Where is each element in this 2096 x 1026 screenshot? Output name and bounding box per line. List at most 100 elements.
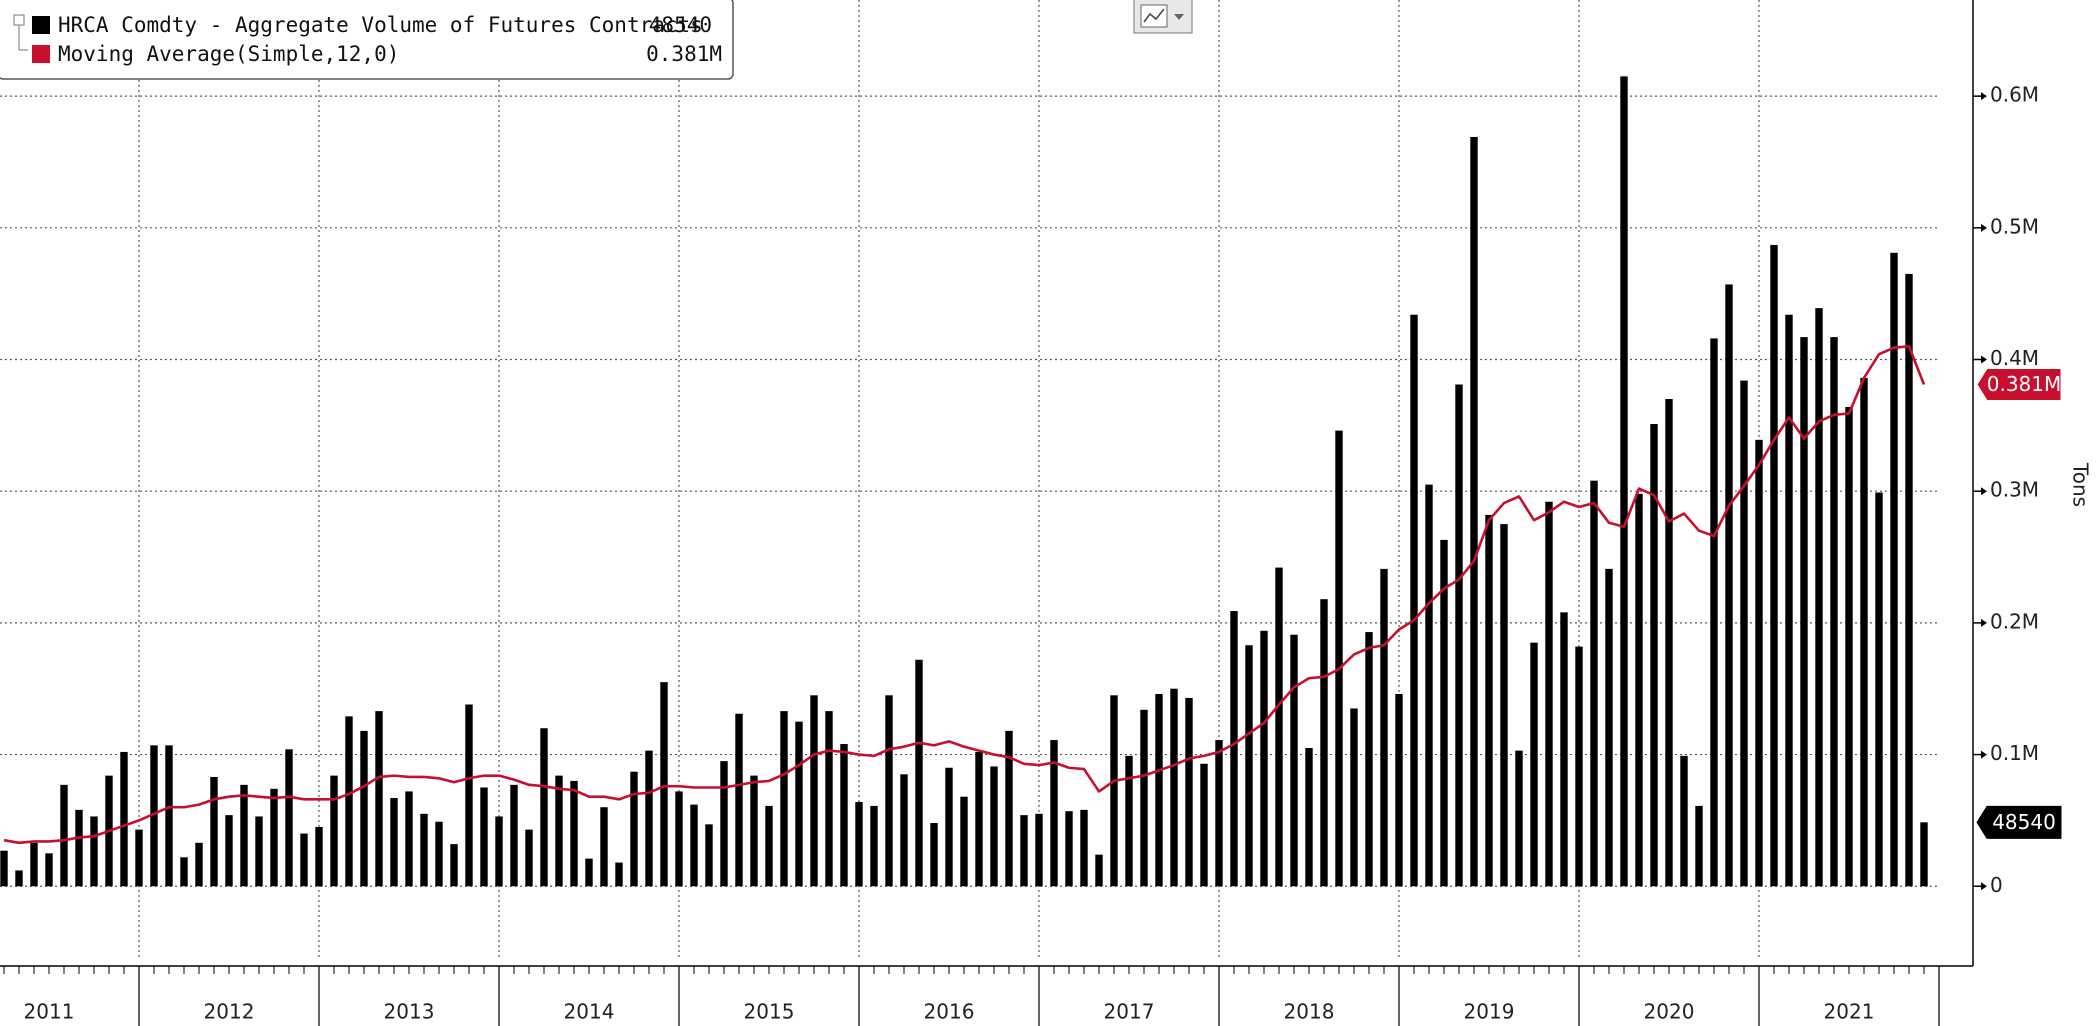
bar [270,788,278,887]
y-tick-label: 0.1M [1990,741,2039,765]
bar [1845,406,1853,887]
y-axis-label: Tons [2069,462,2093,507]
bar [660,682,668,887]
bar [390,798,398,887]
bar [1500,524,1508,887]
last-value-badge: 48540 [1976,805,2062,839]
bar [780,711,788,887]
bar [870,805,878,887]
bar [675,791,683,887]
bar [1575,646,1583,887]
bar [975,751,983,887]
bar [180,857,188,887]
y-tick-label: 0.5M [1990,214,2039,238]
x-tick-label: 2018 [1284,1000,1335,1024]
x-tick-label: 2015 [744,1000,795,1024]
bar [840,744,848,887]
bar [1005,730,1013,887]
bar [1125,755,1133,887]
y-tick-arrow [1981,355,1987,364]
bar [1185,697,1193,887]
x-tick-label: 2021 [1824,1000,1875,1024]
bar [1305,747,1313,887]
x-tick-label: 2013 [384,1000,435,1024]
x-tick-label: 2020 [1644,1000,1695,1024]
bar [240,784,248,887]
bar [885,695,893,887]
bar [435,821,443,887]
bar [210,776,218,887]
legend-swatch [32,45,50,63]
bar [1590,480,1598,887]
bar [1380,568,1388,887]
bar [1635,493,1643,887]
bar [1440,539,1448,887]
bar [1755,439,1763,887]
y-tick-label: 0.3M [1990,478,2039,502]
bar [900,774,908,887]
y-tick-arrow [1981,223,1987,232]
bar [120,751,128,887]
bar [1560,612,1568,887]
bar [1725,284,1733,887]
bar [1695,805,1703,887]
badge-shape [1976,368,2062,402]
bar [255,816,263,887]
bar [1260,630,1268,887]
x-tick-label: 2017 [1104,1000,1155,1024]
bar [1455,384,1463,887]
bar [300,833,308,887]
bar [405,791,413,887]
bar [345,716,353,887]
marks [0,76,1928,887]
legend-label: Moving Average(Simple,12,0) [58,42,399,66]
bar [1425,484,1433,887]
bar [1155,693,1163,887]
bar [60,784,68,887]
button-icon-line [1143,8,1165,23]
bar [600,807,608,887]
badge-label: 0.381M [1987,372,2062,396]
badge-shape [1976,805,2062,839]
bar [990,766,998,887]
y-tick-label: 0.6M [1990,83,2039,107]
bar [315,826,323,887]
bar [585,858,593,887]
bar [1680,755,1688,887]
bar [45,853,53,887]
bar [285,749,293,887]
bar [165,745,173,887]
bar [1095,854,1103,887]
bar [465,704,473,887]
y-tick-label: 0 [1990,873,2003,897]
bar [1650,424,1658,887]
bar [855,801,863,887]
bar [615,862,623,887]
bar [1020,815,1028,887]
legend-swatch [32,16,50,34]
bar [1785,314,1793,887]
bar [1740,380,1748,887]
bar [135,829,143,887]
chart-type-button[interactable] [1133,0,1193,34]
y-tick-arrow [1981,92,1987,101]
x-tick-label: 2019 [1464,1000,1515,1024]
bar [195,842,203,887]
bar [630,771,638,887]
y-tick-arrow [1981,882,1987,891]
bar [150,745,158,887]
button-icon [1140,4,1168,28]
bar [1050,740,1058,887]
bar [810,695,818,887]
bar [1545,501,1553,887]
bar [375,711,383,887]
x-tick-label: 2016 [924,1000,975,1024]
bar [750,775,758,887]
legend-label: HRCA Comdty - Aggregate Volume of Future… [58,13,703,37]
bar [1710,338,1718,887]
bar [1830,337,1838,887]
bar [75,809,83,887]
bar [1290,634,1298,887]
legend: HRCA Comdty - Aggregate Volume of Future… [0,0,734,80]
y-tick-arrow [1981,618,1987,627]
